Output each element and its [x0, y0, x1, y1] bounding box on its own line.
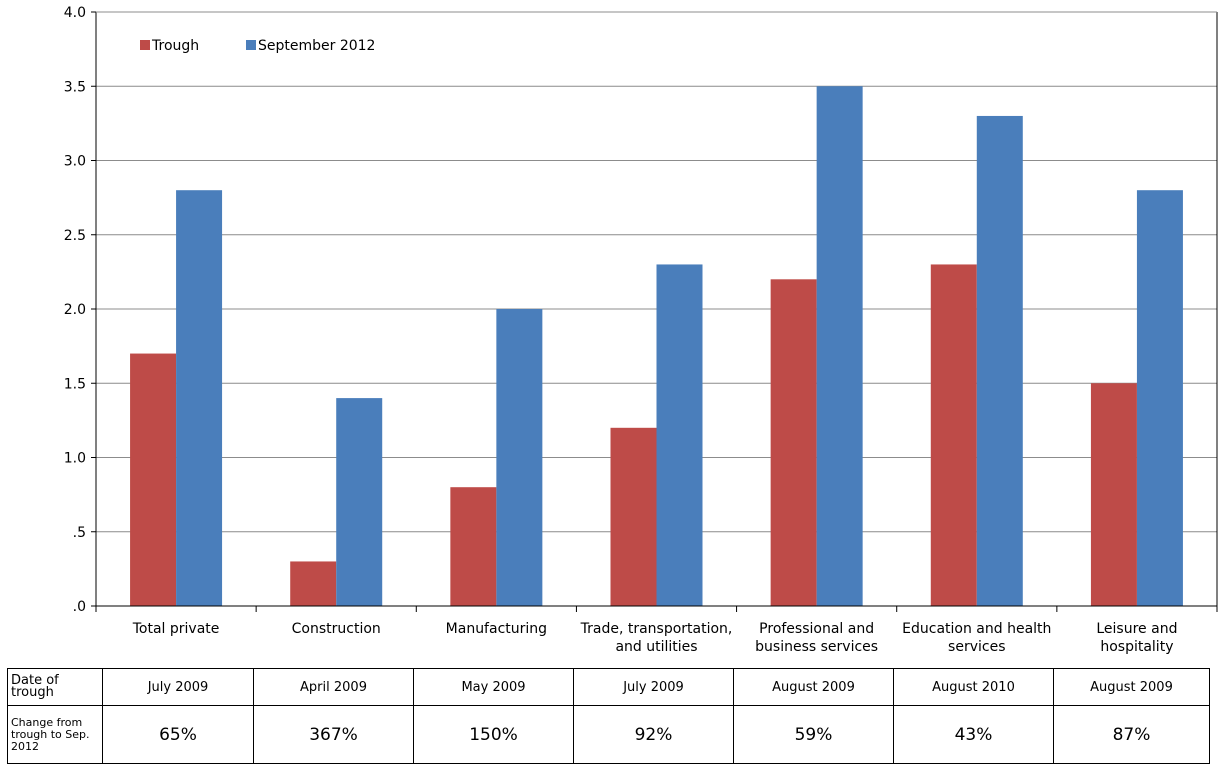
date-cell: July 2009 — [573, 668, 734, 706]
change-cell: 150% — [413, 705, 574, 764]
date-cell: May 2009 — [413, 668, 574, 706]
bar-trough — [770, 279, 817, 606]
y-tick-label: 3.0 — [64, 154, 86, 170]
bar-september-2012 — [496, 309, 543, 606]
bar-september-2012 — [816, 86, 863, 606]
date-row-label: Date of trough — [7, 668, 103, 706]
y-tick-label: .0 — [73, 599, 86, 615]
bar-trough — [610, 427, 657, 606]
bar-september-2012 — [976, 115, 1023, 606]
date-row: Date of trough July 2009 April 2009 May … — [7, 668, 1210, 706]
date-cell: April 2009 — [253, 668, 414, 706]
change-row-label: Change from trough to Sep. 2012 — [7, 705, 103, 764]
change-cell: 367% — [253, 705, 414, 764]
bar-trough — [930, 264, 977, 606]
y-tick-label: 2.0 — [64, 302, 86, 318]
bar-september-2012 — [176, 190, 223, 606]
change-cell: 59% — [733, 705, 894, 764]
change-cell: 43% — [893, 705, 1054, 764]
legend-swatch — [246, 40, 256, 50]
bar-chart: 4.0 3.5 3.0 2.5 2.0 1.5 1.0 .5 .0 Total private Co… — [64, 5, 1218, 655]
x-tick-label: Manufacturing — [446, 621, 547, 637]
legend-swatch — [140, 40, 150, 50]
bar-trough — [450, 487, 497, 606]
x-tick-label: Leisure and hospitality — [1096, 621, 1177, 655]
bar-trough — [130, 353, 177, 606]
change-row: Change from trough to Sep. 2012 65% 367%… — [7, 705, 1210, 764]
x-tick-label: Trade, transportation, and utilities — [580, 621, 733, 655]
bar-trough — [290, 561, 337, 606]
change-cell: 92% — [573, 705, 734, 764]
date-cell: July 2009 — [102, 668, 254, 706]
bar-september-2012 — [656, 264, 703, 606]
x-tick-label: Professional and business services — [755, 621, 878, 655]
bar-september-2012 — [1136, 190, 1183, 606]
y-tick-label: 1.5 — [64, 376, 86, 392]
y-tick-label: 3.5 — [64, 79, 86, 95]
x-tick-label: Total private — [132, 621, 220, 637]
change-cell: 65% — [102, 705, 254, 764]
change-cell: 87% — [1053, 705, 1210, 764]
bar-september-2012 — [336, 398, 383, 606]
legend-label: September 2012 — [258, 38, 375, 54]
date-cell: August 2009 — [1053, 668, 1210, 706]
date-cell: August 2009 — [733, 668, 894, 706]
x-tick-label: Construction — [292, 621, 381, 637]
legend-label: Trough — [151, 38, 199, 54]
y-tick-label: 4.0 — [64, 5, 86, 21]
date-cell: August 2010 — [893, 668, 1054, 706]
y-tick-label: 1.0 — [64, 451, 86, 467]
bar-trough — [1090, 383, 1137, 606]
trough-table: Date of trough July 2009 April 2009 May … — [7, 668, 1210, 764]
y-tick-label: 2.5 — [64, 228, 86, 244]
y-tick-label: .5 — [73, 525, 86, 541]
x-tick-label: Education and health services — [902, 621, 1051, 655]
